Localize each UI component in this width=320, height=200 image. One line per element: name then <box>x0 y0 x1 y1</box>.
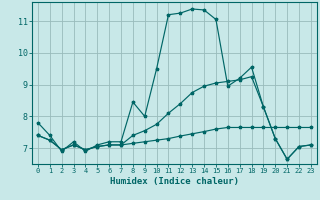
X-axis label: Humidex (Indice chaleur): Humidex (Indice chaleur) <box>110 177 239 186</box>
